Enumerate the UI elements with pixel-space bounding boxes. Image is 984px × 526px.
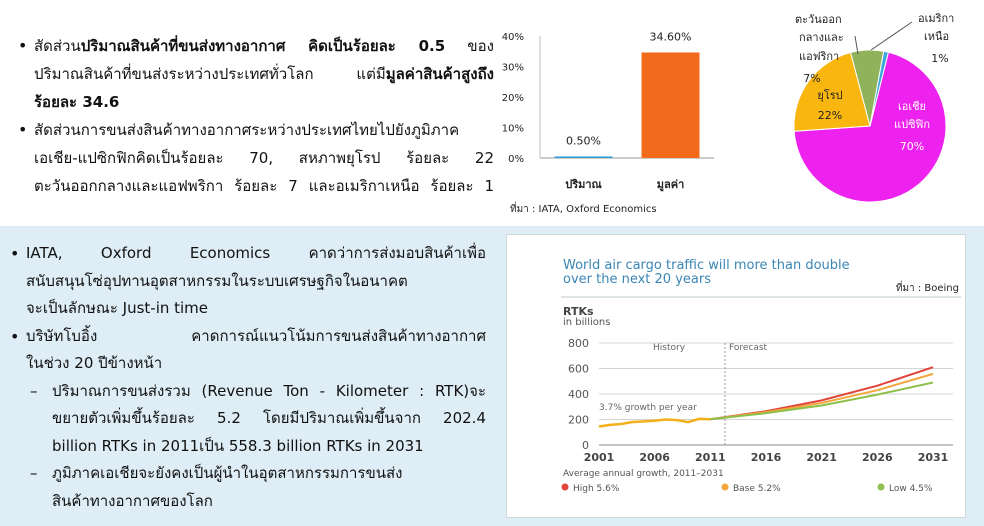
line-ylabel-sub: in billions [563, 317, 610, 328]
pie-slice [793, 51, 871, 132]
top-bullets: สัดส่วนปริมาณสินค้าที่ขนส่งทางอากาศ คิดเ… [16, 32, 494, 200]
line-ytick-label: 800 [568, 337, 589, 350]
bar-mark [641, 52, 700, 158]
legend-title: Average annual growth, 2011–2031 [563, 469, 724, 479]
pie-label-na-2: เหนือ [924, 30, 949, 43]
line-xtick-label: 2031 [918, 451, 949, 464]
text: สินค้าทางอากาศของโลก [52, 491, 213, 510]
text: ตะวันออกกลางและแอฟพริกา ร้อยละ 7 และอเมร… [34, 177, 494, 195]
text: สัดส่วน [34, 37, 81, 55]
line-series-forecast [710, 372, 934, 421]
growth-note: 3.7% growth per year [599, 403, 697, 413]
forecast-label: Forecast [729, 343, 768, 353]
bar-ytick-label: 10% [502, 124, 524, 135]
pie-pct-mea: 7% [803, 72, 820, 85]
bar-chart: 0% 10% 20% 30% 40% 0.50% ปริมาณ 34.60% มูลค่า ท… [502, 30, 714, 215]
pie-leader-na [870, 21, 913, 51]
pie-label-mea-3: แอฟริกา [799, 50, 839, 63]
boeing-chart-panel: World air cargo traffic will more than d… [506, 234, 966, 518]
bar-source: ที่มา : IATA, Oxford Economics [510, 201, 657, 215]
text: ในช่วง 20 ปีข้างหน้า [26, 354, 163, 372]
line-xtick-label: 2001 [584, 451, 615, 464]
history-label: History [653, 343, 686, 353]
pie-pct-na: 1% [931, 52, 948, 65]
text-bold: ร้อยละ 34.6 [34, 93, 120, 111]
text: IATA, Oxford Economics คาดว่าการส่งมอบสิ… [26, 244, 486, 262]
line-series-forecast [710, 366, 934, 421]
line-xtick-label: 2016 [751, 451, 782, 464]
pie-label-eu: ยุโรป [817, 88, 842, 102]
pie-slice [793, 51, 947, 203]
line-ytick-label: 0 [582, 439, 589, 452]
text: สนับสนุนโซ่อุปทานอุตสาหกรรมในระบบเศรษฐกิ… [26, 271, 408, 290]
text: ขยายตัวเพิ่มขึ้นร้อยละ 5.2 โดยมีปริมาณเพ… [52, 409, 486, 427]
line-xtick-label: 2026 [862, 451, 893, 464]
pie-label-ap-2: แปซิฟิก [894, 118, 930, 131]
bar-ytick-label: 30% [502, 63, 524, 74]
line-ylabel: RTKs [563, 305, 594, 318]
line-chart: World air cargo traffic will more than d… [561, 258, 961, 494]
legend-label: Base 5.2% [733, 484, 781, 494]
line-xtick-label: 2021 [806, 451, 837, 464]
bar-value-label: 0.50% [566, 134, 601, 147]
bullet-regional-share: สัดส่วนการขนส่งสินค้าทางอากาศระหว่างประเ… [16, 116, 494, 200]
pie-chart: ตะวันออก กลางและ แอฟริกา 7% อเมริกา เหนื… [793, 12, 954, 203]
line-xtick-label: 2011 [695, 451, 726, 464]
pie-label-na-1: อเมริกา [918, 12, 954, 25]
bottom-bullets: IATA, Oxford Economics คาดว่าการส่งมอบสิ… [8, 240, 486, 515]
sub-bullet-asia: ภูมิภาคเอเชียจะยังคงเป็นผู้นำในอุตสาหกรร… [8, 460, 486, 515]
legend-label: Low 4.5% [889, 484, 933, 494]
bar-category-label: มูลค่า [657, 178, 685, 192]
text: จะเป็นลักษณะ Just-in time [26, 299, 209, 317]
text-bold: ปริมาณสินค้าที่ขนส่งทางอากาศ คิดเป็นร้อย… [80, 37, 446, 55]
pie-label-mea-2: กลางและ [799, 31, 844, 44]
pie-pct-eu: 22% [818, 109, 842, 122]
line-history [598, 417, 711, 428]
legend-marker [561, 483, 569, 491]
line-title-1: World air cargo traffic will more than d… [563, 258, 850, 273]
bar-value-label: 34.60% [650, 30, 692, 43]
pie-label-ap-1: เอเชีย [898, 100, 926, 113]
legend-marker [877, 483, 885, 491]
text: ปริมาณสินค้าที่ขนส่งระหว่างประเทศทั่วโลก… [34, 65, 386, 83]
line-ytick-label: 600 [568, 363, 589, 376]
text: บริษัทโบอิ้ง คาดการณ์แนวโน้มการขนส่งสินค… [26, 326, 486, 345]
text: สัดส่วนการขนส่งสินค้าทางอากาศระหว่างประเ… [34, 121, 460, 139]
text: ของ [445, 37, 495, 55]
pie-slice [869, 50, 889, 127]
bar-ytick-label: 40% [502, 32, 524, 43]
text: ภูมิภาคเอเชียจะยังคงเป็นผู้นำในอุตสาหกรร… [52, 464, 403, 482]
line-title-2: over the next 20 years [563, 272, 711, 287]
bar-mark [554, 156, 613, 158]
pie-pct-ap: 70% [900, 140, 924, 153]
pie-leader-mea [854, 35, 859, 55]
bullet-boeing-forecast: บริษัทโบอิ้ง คาดการณ์แนวโน้มการขนส่งสินค… [8, 323, 486, 378]
line-ytick-label: 200 [568, 414, 589, 427]
bar-category-label: ปริมาณ [565, 178, 602, 191]
legend-label: High 5.6% [573, 484, 620, 494]
sub-bullet-rtk: ปริมาณการขนส่งรวม (Revenue Ton - Kilomet… [8, 378, 486, 461]
text: เอเชีย-แปซิกฟิกคิดเป็นร้อยละ 70, สหภาพยุ… [34, 149, 494, 167]
bar-ytick-label: 20% [502, 93, 524, 104]
line-source: ที่มา : Boeing [896, 280, 959, 294]
pie-label-mea-1: ตะวันออก [795, 13, 842, 26]
line-ytick-label: 400 [568, 388, 589, 401]
legend-marker [721, 483, 729, 491]
line-xtick-label: 2006 [639, 451, 670, 464]
text: ปริมาณการขนส่งรวม (Revenue Ton - Kilomet… [52, 381, 486, 400]
text: billion RTKs in 2011เป็น 558.3 billion R… [52, 436, 424, 455]
bullet-iata-forecast: IATA, Oxford Economics คาดว่าการส่งมอบสิ… [8, 240, 486, 323]
bar-ytick-label: 0% [508, 154, 524, 165]
bullet-air-share: สัดส่วนปริมาณสินค้าที่ขนส่งทางอากาศ คิดเ… [16, 32, 494, 116]
line-series-forecast [710, 381, 934, 421]
text-bold: มูลค่าสินค้าสูงถึง [385, 65, 494, 83]
